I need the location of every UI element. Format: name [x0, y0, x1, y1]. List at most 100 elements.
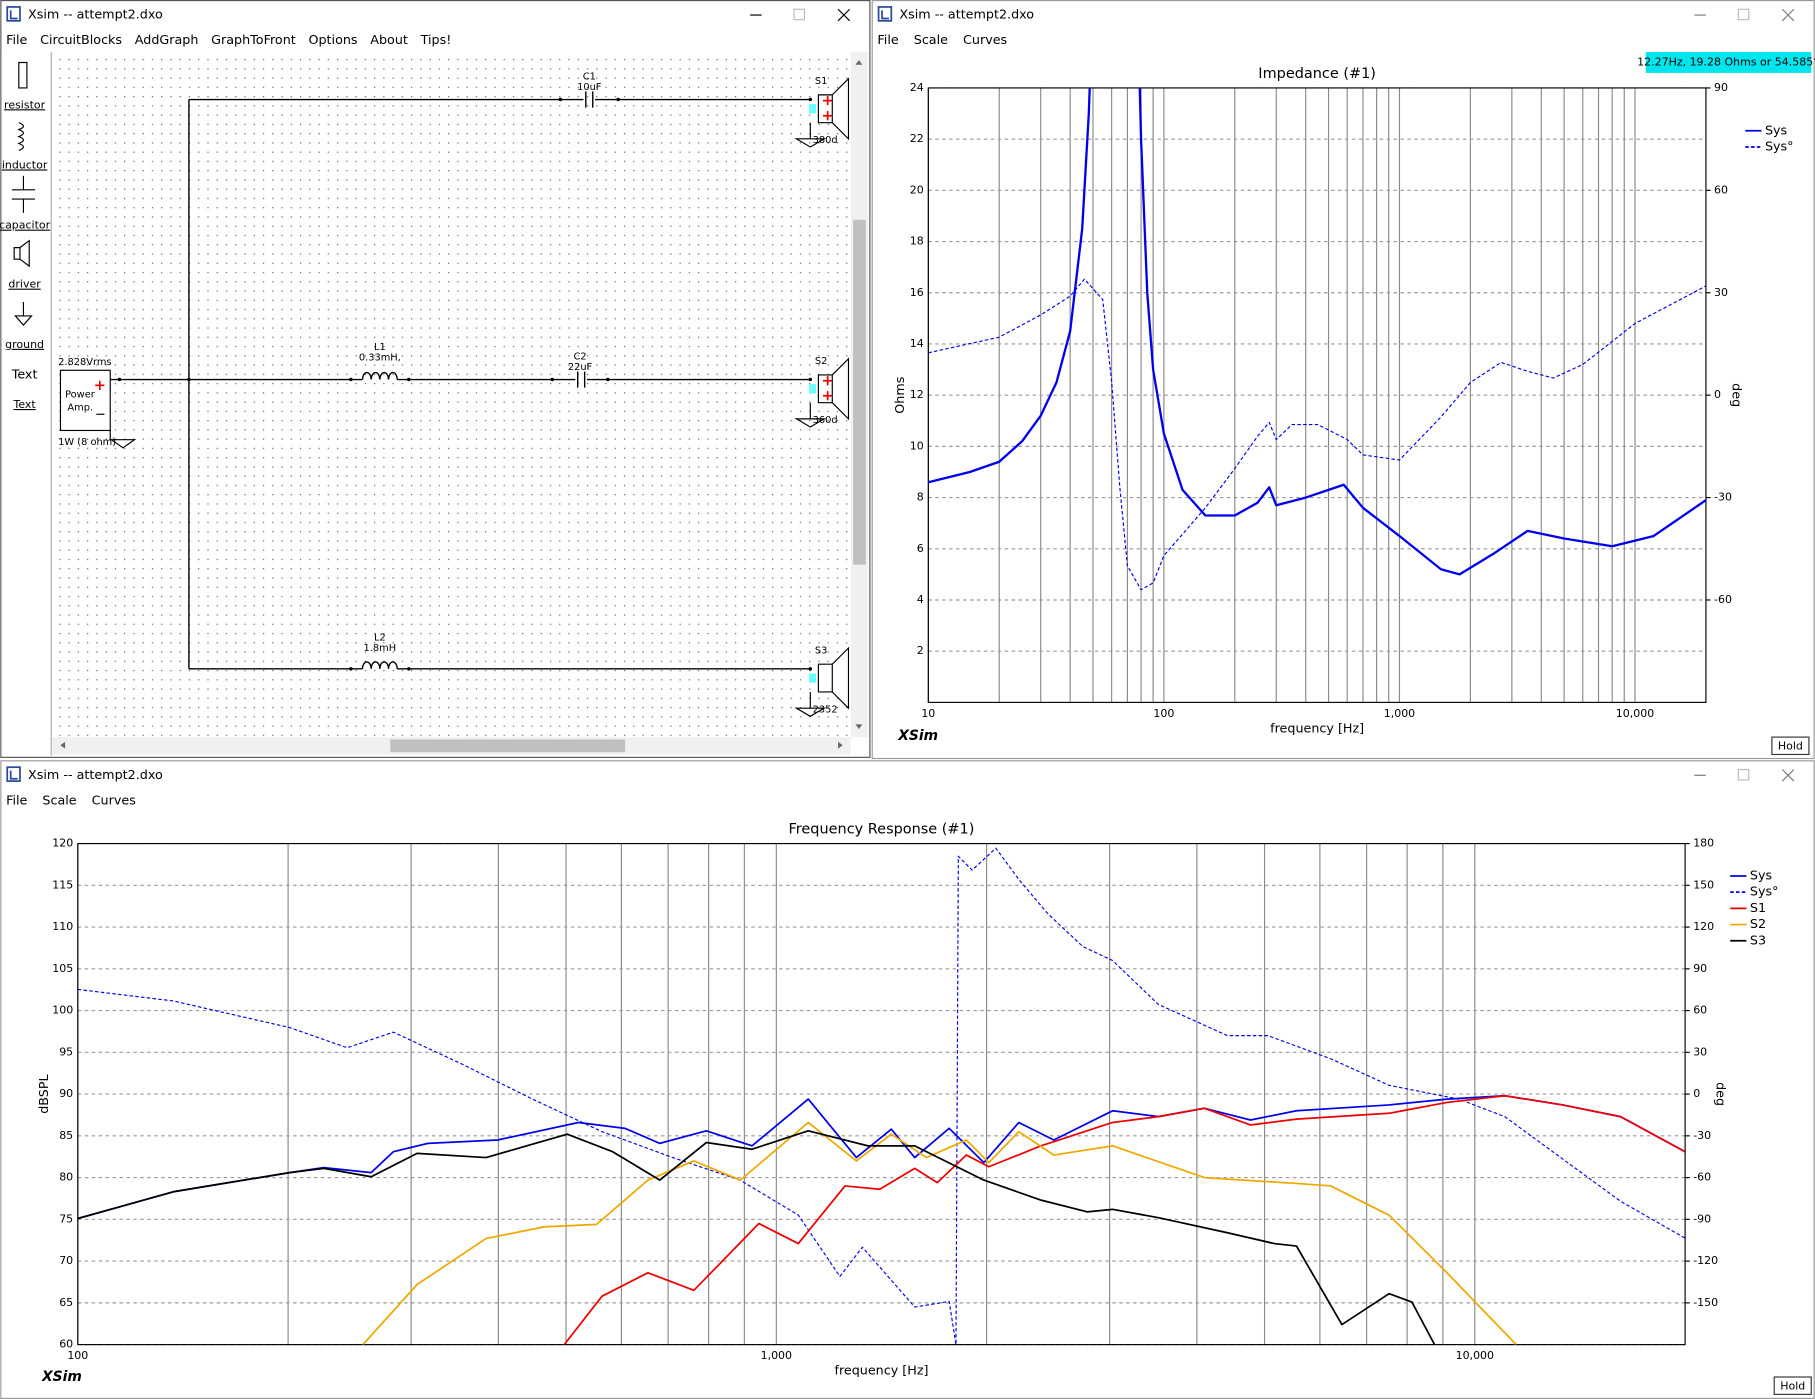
y-tick-label: 85 [59, 1129, 73, 1142]
y2-tick-label: -60 [1693, 1171, 1711, 1184]
tool-icon[interactable] [18, 61, 28, 89]
menu-item[interactable]: Options [308, 32, 357, 47]
window-frame [871, 0, 1815, 760]
y-tick-label: 60 [59, 1338, 73, 1351]
node [550, 377, 554, 382]
x-tick-label: 1,000 [1384, 707, 1415, 720]
y-tick-label: 8 [917, 491, 924, 504]
menu-item[interactable]: Tips! [420, 32, 452, 47]
x-axis-label: frequency [Hz] [834, 1363, 928, 1378]
scroll-thumb[interactable] [853, 219, 866, 565]
hold-label[interactable]: Hold [1780, 1379, 1805, 1392]
close-button[interactable] [1781, 8, 1795, 22]
part-name[interactable]: L1 [374, 342, 386, 353]
driver[interactable] [817, 357, 850, 421]
legend-label[interactable]: S1 [1750, 900, 1766, 915]
x-axis-label: frequency [Hz] [1270, 721, 1364, 736]
tool-icon[interactable] [13, 239, 30, 268]
y2-tick-label: 0 [1714, 388, 1721, 401]
menu-item[interactable]: Scale [42, 792, 76, 807]
legend-label[interactable]: Sys [1765, 122, 1787, 137]
menu-item[interactable]: About [370, 32, 408, 47]
menu-item[interactable]: Curves [92, 792, 136, 807]
driver-name[interactable]: S2 [815, 356, 828, 367]
wire [110, 98, 811, 670]
node [808, 377, 813, 382]
part-name[interactable]: C1 [583, 71, 596, 82]
brand: XSim [41, 1369, 82, 1385]
tool-icon[interactable] [11, 175, 36, 213]
tool-label[interactable]: capacitor [0, 219, 51, 232]
tool-label[interactable]: Text [12, 398, 36, 411]
scroll-thumb[interactable] [390, 739, 626, 753]
window-icon-mark [881, 10, 889, 20]
y-tick-label: 105 [52, 962, 73, 975]
maximize-button[interactable] [793, 8, 806, 21]
tool-label[interactable]: Text [11, 366, 38, 381]
hold-button[interactable] [1773, 1376, 1812, 1395]
menu-item[interactable]: CircuitBlocks [40, 32, 122, 47]
ground [109, 430, 137, 449]
amplifier[interactable] [59, 369, 111, 432]
driver-terminal [809, 673, 817, 683]
part-name[interactable]: C2 [573, 351, 586, 362]
node [808, 667, 813, 671]
driver-terminal [809, 384, 817, 394]
legend-label[interactable]: S2 [1750, 916, 1766, 931]
hold-label[interactable]: Hold [1778, 739, 1803, 752]
y-tick-label: 80 [59, 1171, 73, 1184]
part-value: 0.33mH, [359, 353, 401, 364]
node [808, 97, 813, 102]
driver[interactable] [817, 646, 850, 710]
tool-label[interactable]: ground [5, 338, 44, 351]
x-tick-label: 100 [1153, 707, 1174, 720]
legend-label[interactable]: Sys° [1765, 138, 1794, 153]
legend-label[interactable]: S3 [1750, 932, 1766, 947]
tool-icon[interactable] [17, 122, 25, 151]
tool-label[interactable]: driver [8, 278, 41, 291]
menu-item[interactable]: File [6, 32, 27, 47]
menu-item[interactable]: File [6, 792, 27, 807]
driver-plus [823, 391, 833, 401]
menu-item[interactable]: Scale [914, 32, 948, 47]
close-button[interactable] [837, 8, 851, 22]
window-icon-mark [9, 10, 18, 20]
menu-item[interactable]: Curves [963, 32, 1007, 47]
menu-item[interactable]: AddGraph [135, 32, 199, 47]
window-title: Xsim -- attempt2.dxo [28, 767, 163, 782]
maximize-button[interactable] [1737, 768, 1750, 781]
y-tick-label: 10 [910, 439, 924, 452]
hold-button[interactable] [1771, 736, 1810, 756]
driver-plus [823, 111, 833, 121]
brand: XSim [897, 728, 938, 744]
driver-name[interactable]: S1 [815, 76, 828, 87]
driver-value: 2352 [813, 704, 838, 715]
legend-label[interactable]: Sys° [1750, 884, 1779, 899]
legend-label[interactable]: Sys [1750, 867, 1772, 882]
y-tick-label: 22 [910, 132, 924, 145]
series-line [563, 1094, 1686, 1345]
tool-label[interactable]: inductor [2, 158, 48, 171]
cursor-readout-text: 12.27Hz, 19.28 Ohms or 54.585° [1637, 55, 1815, 68]
y-tick-label: 75 [59, 1212, 73, 1225]
y-tick-label: 12 [910, 388, 924, 401]
tool-label[interactable]: resistor [4, 98, 46, 111]
driver-name[interactable]: S3 [815, 645, 828, 656]
x-tick-label: 10,000 [1456, 1349, 1494, 1362]
y2-tick-label: 60 [1693, 1004, 1707, 1017]
node [349, 377, 353, 382]
part-name[interactable]: L2 [374, 633, 386, 644]
close-button[interactable] [1781, 769, 1795, 782]
menu-item[interactable]: File [877, 32, 898, 47]
inductor [361, 661, 398, 669]
tool-icon[interactable] [14, 302, 33, 327]
part-value: 1.8mH [364, 643, 397, 654]
menu-item[interactable]: GraphToFront [211, 32, 296, 47]
y-tick-label: 65 [59, 1296, 73, 1309]
y2-tick-label: 0 [1693, 1087, 1700, 1100]
driver[interactable] [817, 77, 850, 141]
driver-value: 360d [813, 415, 838, 426]
cursor-readout [1645, 52, 1812, 73]
maximize-button[interactable] [1737, 8, 1750, 21]
